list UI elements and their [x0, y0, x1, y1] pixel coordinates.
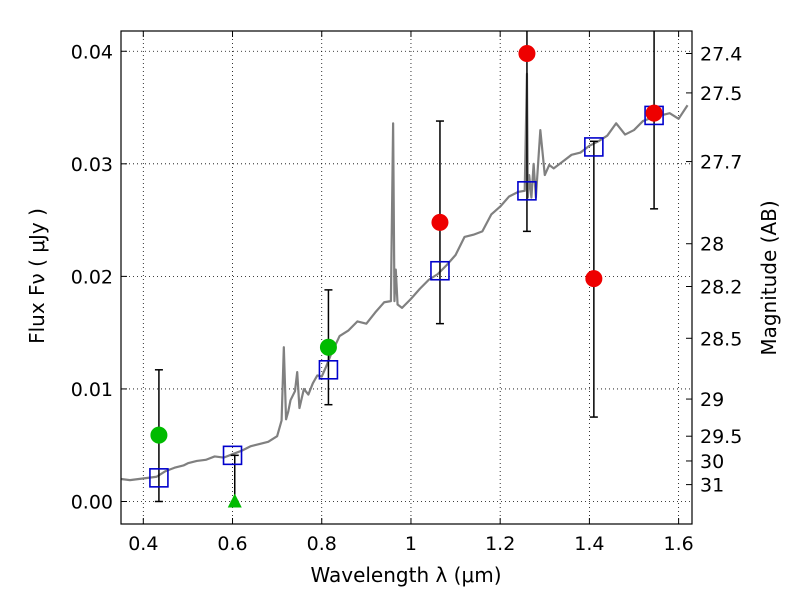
data-point-marker: [319, 338, 337, 356]
x-tick-label: 0.8: [307, 533, 337, 555]
y2-axis-label: Magnitude (AB): [757, 200, 781, 355]
model-point-marker: [584, 137, 604, 157]
data-point-marker: [645, 104, 663, 122]
upper-limit-marker: [227, 493, 242, 508]
y2-tick-label: 28: [700, 234, 724, 256]
y2-tick-label: 29.5: [700, 426, 742, 448]
model-point-marker: [222, 445, 243, 466]
x-tick-label: 1.2: [485, 533, 515, 555]
grid: [121, 31, 692, 524]
y-tick-label: 0.00: [71, 491, 113, 513]
plot-area: [121, 31, 689, 508]
y2-tick-label: 30: [700, 451, 724, 473]
model-spectrum-line: [121, 72, 689, 482]
x-tick-label: 0.6: [217, 533, 247, 555]
y2-tick-label: 28.5: [700, 328, 742, 350]
ticks: 0.4 0.6 0.8 1 1.2 1.4 1.6 0.00 0.01 0.02 0.03 0.04 2…: [71, 31, 742, 555]
y2-tick-label: 27.7: [700, 152, 742, 174]
y2-tick-label: 27.4: [700, 44, 742, 66]
x-tick-label: 1.4: [574, 533, 604, 555]
x-tick-label: 0.4: [128, 533, 158, 555]
plot-frame: [120, 30, 693, 525]
clipped-layer: [121, 31, 689, 508]
y-tick-label: 0.01: [71, 379, 113, 401]
data-point-marker: [150, 426, 168, 444]
x-tick-label: 1: [405, 533, 417, 555]
data-point-marker: [431, 213, 449, 231]
model-point-marker: [318, 359, 339, 380]
data-point-marker: [585, 270, 603, 288]
model-point-marker: [149, 468, 169, 488]
model-point-marker: [517, 181, 537, 201]
y-tick-label: 0.02: [71, 266, 113, 288]
x-tick-label: 1.6: [664, 533, 694, 555]
y-tick-label: 0.04: [71, 41, 113, 63]
y2-tick-label: 27.5: [700, 83, 742, 105]
y-axis-label: Flux Fν ( μJy ): [25, 208, 49, 344]
x-axis-label: Wavelength λ (μm): [310, 563, 501, 587]
y2-tick-label: 29: [700, 389, 724, 411]
y2-tick-label: 28.2: [700, 277, 742, 299]
y2-tick-label: 31: [700, 475, 724, 497]
data-point-marker: [518, 45, 536, 63]
y-tick-label: 0.03: [71, 154, 113, 176]
model-point-marker: [430, 260, 450, 281]
